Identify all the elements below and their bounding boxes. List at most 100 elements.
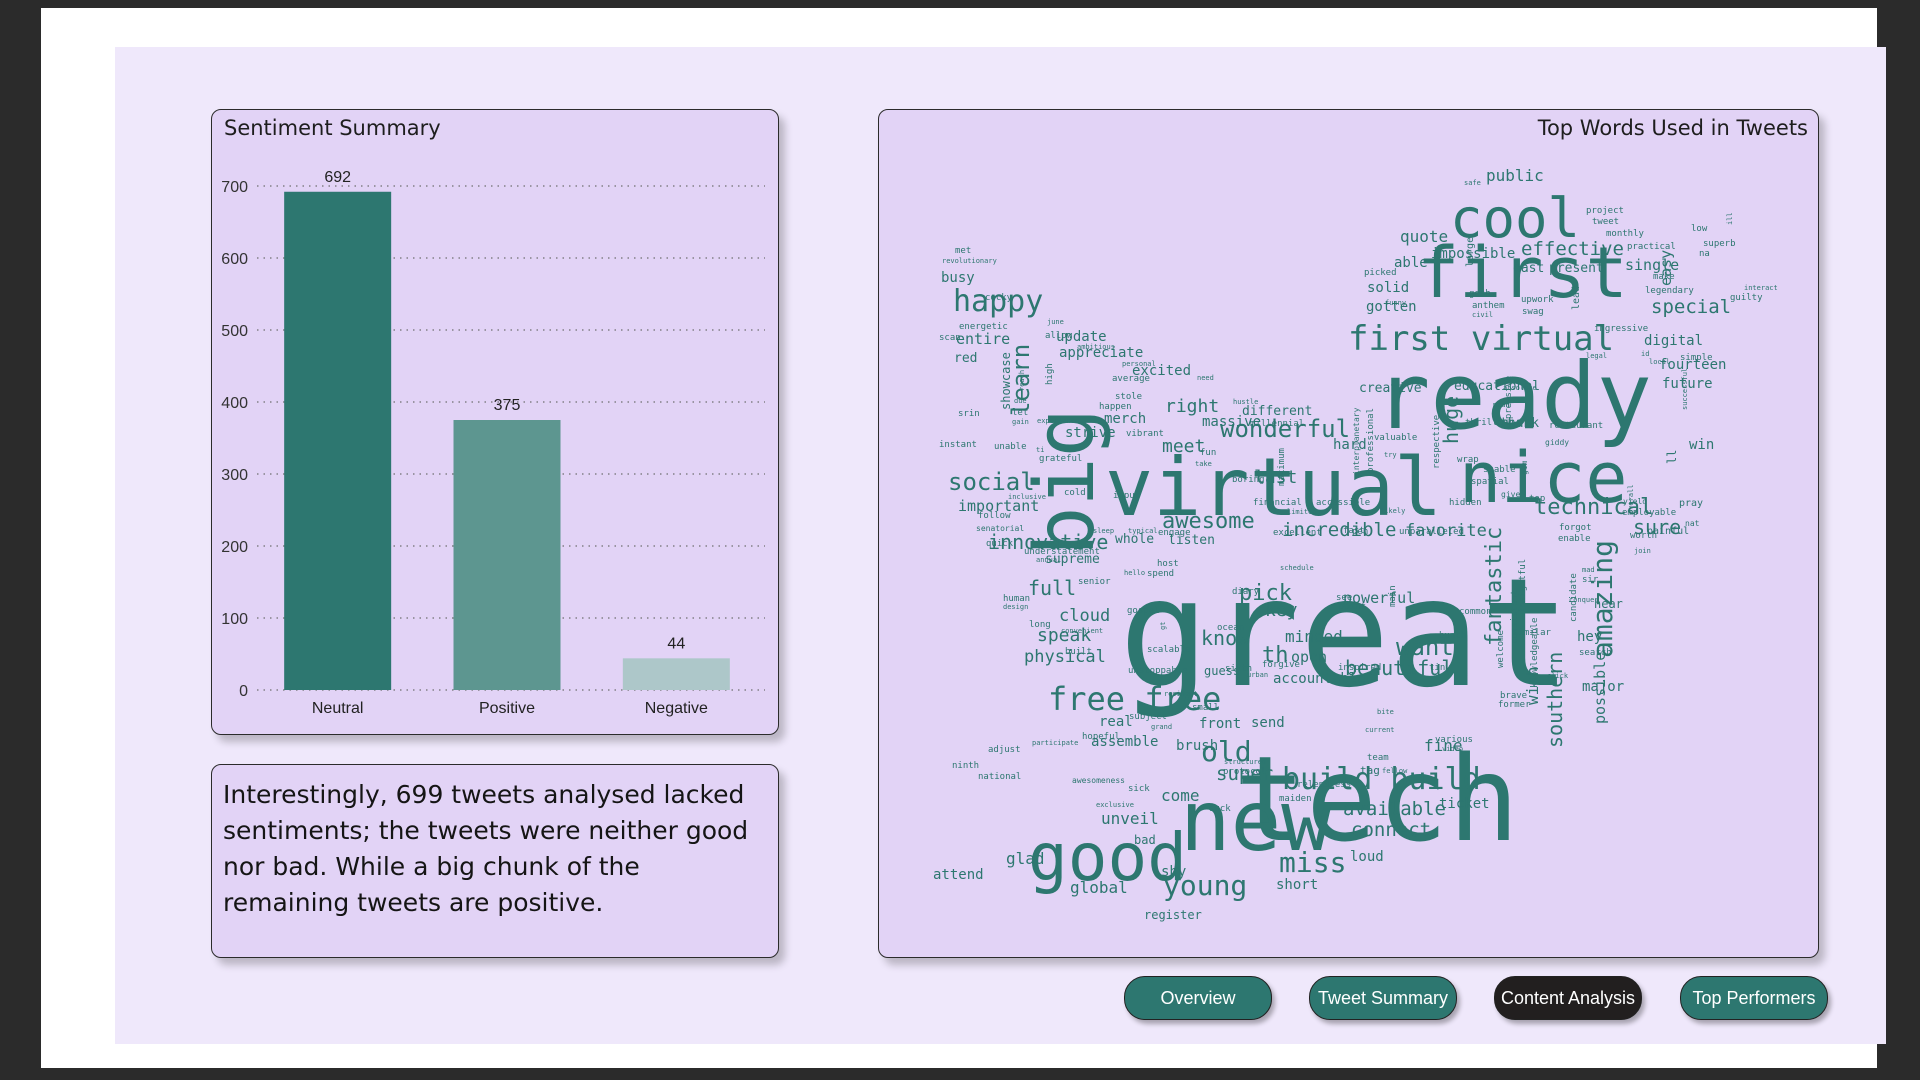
word-innovative: innovative: [988, 530, 1108, 554]
word-consistent: consistent: [1510, 590, 1520, 644]
word-painful: painful: [1647, 526, 1689, 537]
word-resident: resident: [1164, 690, 1198, 698]
word-fourteen: fourteen: [1659, 357, 1726, 373]
word-ready: ready: [1375, 343, 1652, 450]
word-various: various: [1435, 735, 1473, 745]
bar-positive[interactable]: [453, 420, 561, 690]
word-excited: excited: [1132, 363, 1191, 379]
word-similar: similar: [1513, 628, 1552, 638]
word-inspired: inspired: [1338, 663, 1381, 673]
word-educational: educational: [1454, 379, 1540, 394]
word-gim: gim: [1520, 460, 1529, 475]
word-design: design: [1003, 603, 1028, 611]
word-busy: busy: [941, 270, 975, 286]
word-accountable: accountable: [1273, 671, 1366, 687]
word-id: id: [1641, 350, 1649, 358]
word-exclusive: exclusive: [1096, 801, 1134, 809]
word-search: search: [1579, 648, 1612, 658]
word-powerful: powerful: [1343, 589, 1415, 607]
word-supreme: supreme: [1045, 552, 1100, 567]
word-civil: civil: [1472, 311, 1493, 319]
word-team: team: [1367, 753, 1389, 763]
word-shy: shy: [1161, 864, 1186, 880]
word-giddy: giddy: [1545, 438, 1569, 447]
word-point: point: [1339, 602, 1366, 612]
word-make: make: [1653, 272, 1675, 282]
word-participate: participate: [1032, 739, 1078, 747]
word-major: major: [1582, 679, 1624, 695]
word-mean: mean: [1493, 401, 1510, 409]
word-come: come: [1161, 786, 1200, 805]
word-red: red: [954, 351, 977, 366]
word-tweet: tweet: [1592, 217, 1619, 227]
word-national: national: [978, 772, 1021, 782]
word-ingressive: ingressive: [1594, 324, 1648, 334]
word-join: join: [1634, 547, 1651, 555]
word-ambitious: ambitious: [1077, 343, 1115, 351]
word-pen: pen: [1352, 527, 1368, 537]
word-annual: annual: [1036, 556, 1061, 564]
word-video: video: [1442, 745, 1463, 753]
word-favorite: favorite: [1405, 521, 1487, 541]
word-bite: bite: [1377, 708, 1394, 716]
word-cloud: cloud: [1059, 606, 1110, 626]
word-unable: unable: [994, 442, 1027, 452]
word-boring: boring: [1232, 475, 1265, 485]
data-label: 44: [667, 635, 685, 652]
word-physical: physical: [1024, 647, 1106, 667]
word-click: click: [1547, 672, 1569, 680]
word-senatorial: senatorial: [976, 524, 1024, 533]
word-main: main: [1388, 585, 1398, 607]
word-forgive: forgive: [1262, 660, 1300, 670]
word-project: project: [1586, 206, 1624, 216]
word-possible: possible: [1591, 652, 1609, 724]
tweet-summary-button[interactable]: Tweet Summary: [1309, 976, 1457, 1020]
word-update: update: [1056, 329, 1107, 345]
word-high: high: [1045, 363, 1055, 385]
word-input: input: [1113, 491, 1140, 501]
word-accessible: accessible: [1316, 498, 1370, 508]
y-tick-label: 200: [221, 539, 248, 556]
overview-button[interactable]: Overview: [1124, 976, 1272, 1020]
word-happen: happen: [1099, 402, 1132, 412]
word-spatial: spatial: [1471, 477, 1509, 487]
content-analysis-button[interactable]: Content Analysis: [1494, 976, 1642, 1020]
word-easy: easy: [1657, 250, 1675, 286]
word-spend: spend: [1147, 569, 1174, 579]
word-good: good: [1028, 819, 1187, 896]
word-wrap: wrap: [1457, 455, 1479, 465]
word-brush: brush: [1176, 738, 1218, 754]
word-last: last: [1254, 467, 1297, 488]
top-performers-button[interactable]: Top Performers: [1680, 976, 1828, 1020]
word-built: built: [1065, 647, 1092, 657]
word-showcase: showcase: [999, 352, 1013, 410]
word-hidden: hidden: [1449, 498, 1482, 508]
word-excellent: excellent: [1273, 528, 1322, 538]
word-great: great: [1119, 547, 1571, 721]
word-stable: stable: [1483, 465, 1516, 475]
word-vibrant: vibrant: [1126, 429, 1164, 439]
word-wonderful: wonderful: [1220, 415, 1350, 443]
word-special: special: [1651, 296, 1731, 318]
word-hello: hello: [1124, 569, 1145, 577]
word-thrilling: thrilling: [1465, 418, 1514, 428]
word-maiden: maiden: [1279, 794, 1312, 804]
bar-negative[interactable]: [622, 658, 730, 690]
sentiment-summary-card: Sentiment Summary 0 100 200 300 400 500 600 700…: [211, 109, 779, 735]
word-first-virtual: first virtual: [1348, 319, 1614, 359]
word-common: common: [1459, 607, 1492, 617]
word-learn: learn: [1007, 344, 1035, 416]
word-meet: meet: [1162, 436, 1205, 457]
word-former: former: [1498, 700, 1531, 710]
word-insightful: insightful: [1518, 559, 1528, 613]
word-scalable: scalable: [1147, 645, 1190, 655]
word-experience: experience: [1037, 417, 1079, 425]
word-employable: employable: [1622, 508, 1676, 518]
word-knowledgeable: knowledgeable: [1530, 618, 1540, 688]
word-ocean: ocean: [1217, 623, 1244, 633]
word-grateful: grateful: [1039, 454, 1082, 464]
word-millennial: millennial: [1250, 419, 1304, 429]
word-whole: whole: [1115, 532, 1154, 547]
bar-neutral[interactable]: [284, 191, 392, 690]
